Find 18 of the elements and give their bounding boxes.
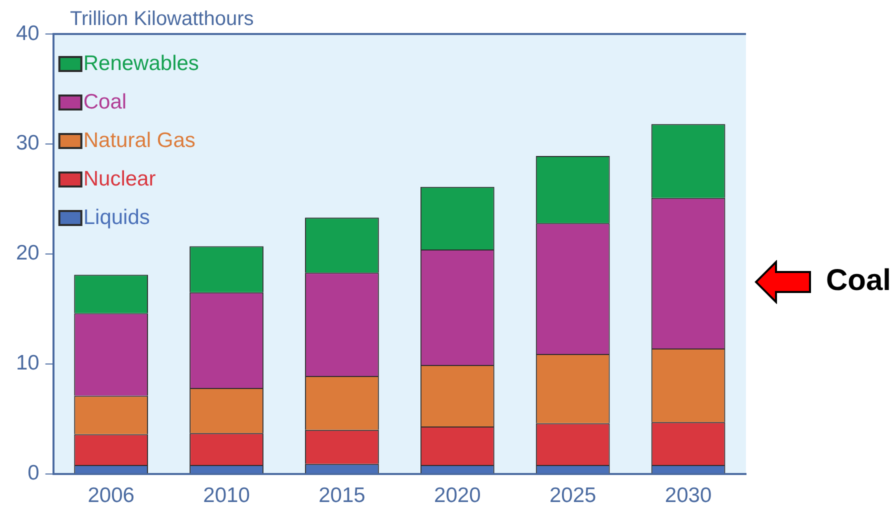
y-tick-label: 40 — [16, 22, 40, 45]
x-tick-label: 2020 — [434, 484, 481, 508]
legend-label: Nuclear — [83, 167, 156, 190]
text: Coal — [826, 264, 892, 298]
legend-label: Coal — [83, 90, 127, 114]
y-axis-title: Trillion Kilowatthours — [70, 8, 254, 31]
x-tick-label: 2006 — [88, 484, 134, 508]
y-tick-label: 0 — [28, 462, 40, 485]
y-tick-label: 20 — [16, 242, 40, 265]
legend-label: Liquids — [83, 206, 150, 229]
x-tick-label: 2010 — [203, 484, 250, 508]
legend-label: Renewables — [83, 52, 199, 75]
legend-label: Natural Gas — [83, 128, 196, 152]
y-tick-label: 30 — [16, 132, 40, 155]
x-tick-label: 2030 — [664, 484, 712, 508]
x-tick-label: 2015 — [318, 484, 366, 508]
x-tick-label: 2025 — [549, 484, 596, 508]
y-tick-label: 10 — [16, 352, 40, 375]
